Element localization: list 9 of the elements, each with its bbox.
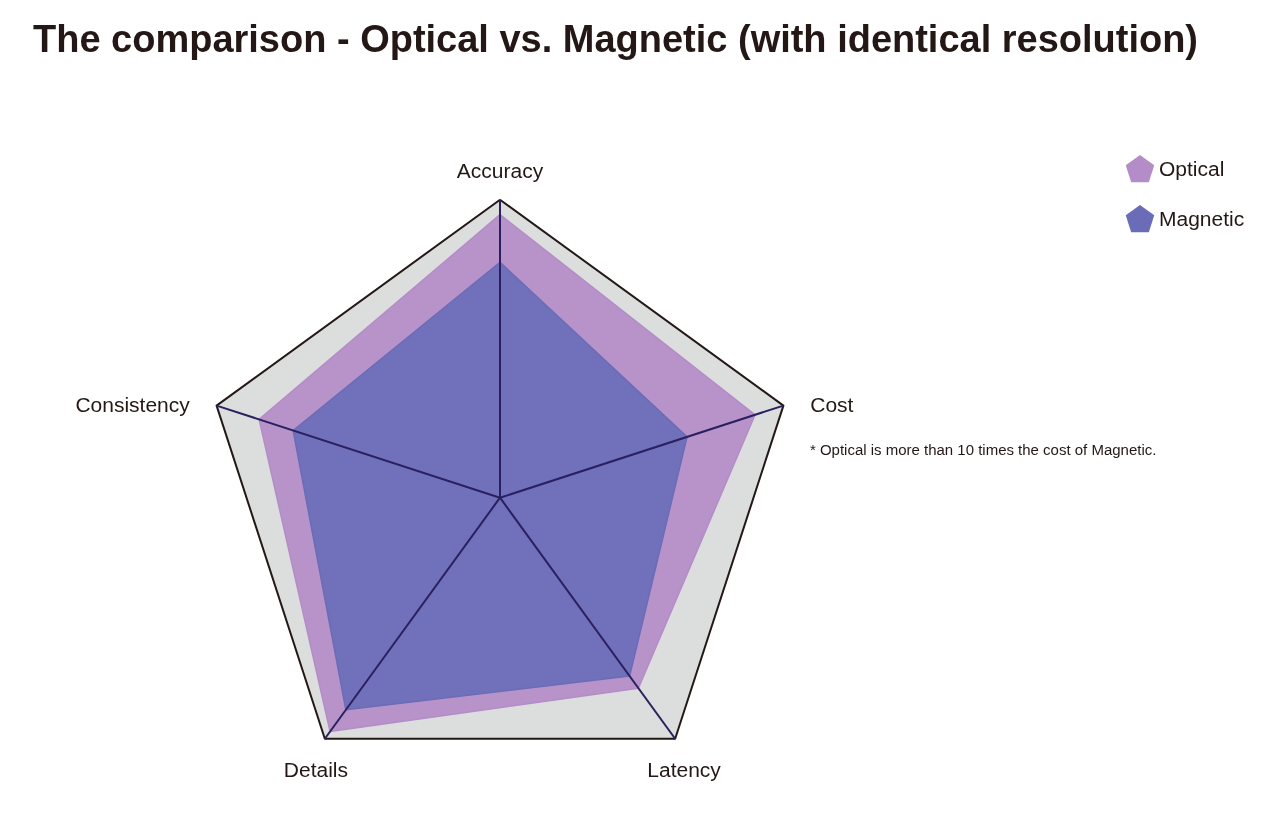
spoke-label: Accuracy (456, 158, 544, 182)
spoke-label: Consistency (75, 392, 191, 416)
legend-label: Optical (1159, 157, 1225, 180)
spoke-label: Cost (810, 392, 854, 416)
chart-title: The comparison - Optical vs. Magnetic (with identical resolution) (33, 18, 1199, 60)
spoke-label: Latency (647, 757, 722, 781)
legend-label: Magnetic (1159, 207, 1245, 230)
spoke-label: Details (283, 757, 348, 781)
text: * Optical is more than 10 times the cost of Magnetic. (809, 441, 1157, 459)
